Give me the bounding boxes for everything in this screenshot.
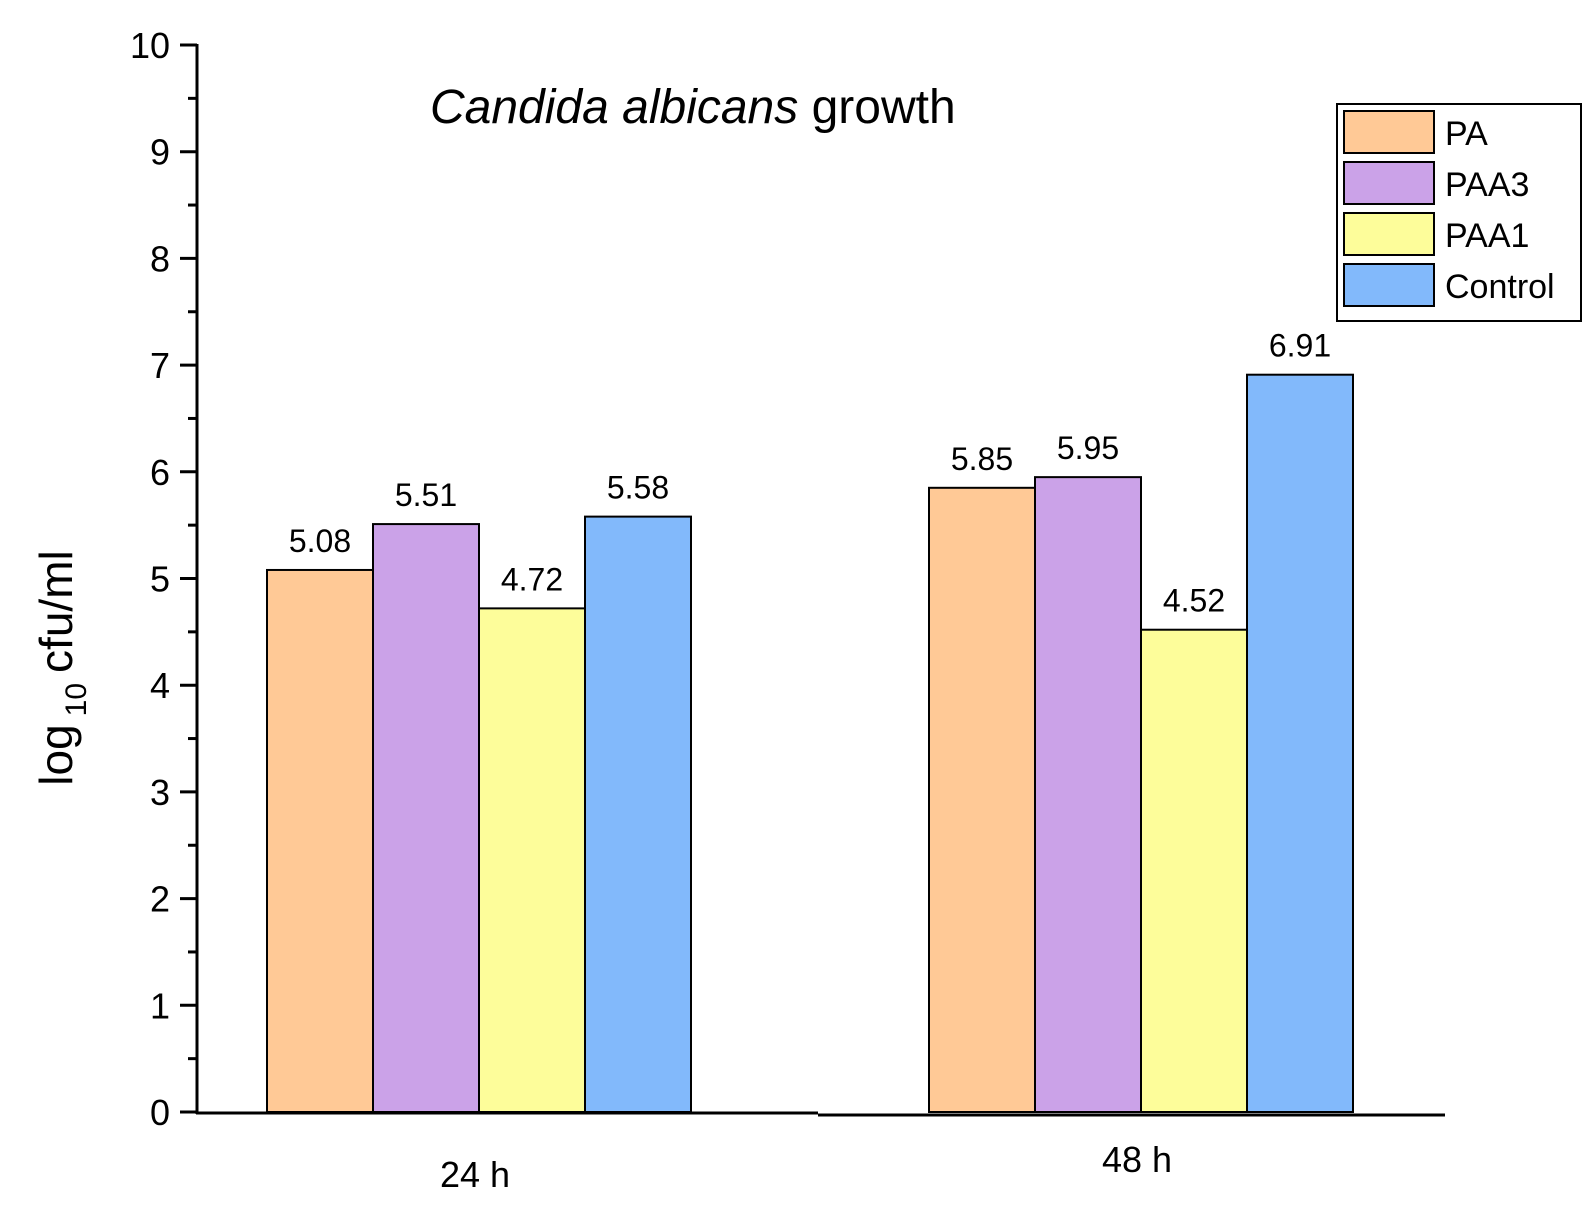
legend-label-paa1: PAA1 bbox=[1445, 217, 1529, 255]
bars bbox=[266, 373, 1354, 1113]
data-label: 5.95 bbox=[1057, 430, 1119, 466]
y-tick-label: 9 bbox=[150, 132, 170, 173]
y-tick-label: 1 bbox=[150, 985, 170, 1026]
y-axis-label: log 10 cfu/ml bbox=[30, 550, 93, 785]
x-category-label: 24 h bbox=[440, 1154, 510, 1195]
data-label: 5.08 bbox=[289, 523, 351, 559]
legend: PA PAA3 PAA1 Control bbox=[1336, 103, 1582, 322]
data-label: 5.58 bbox=[607, 470, 669, 506]
bar-control-48h bbox=[1246, 373, 1354, 1113]
data-label: 5.51 bbox=[395, 477, 457, 513]
data-labels: 5.08 5.51 4.72 5.58 5.85 5.95 4.52 6.91 bbox=[289, 328, 1331, 619]
y-tick-label: 8 bbox=[150, 238, 170, 279]
legend-swatch-control bbox=[1343, 263, 1435, 307]
data-label: 5.85 bbox=[951, 441, 1013, 477]
bar-paa3-48h bbox=[1034, 476, 1142, 1113]
axes: 0 1 2 3 4 5 6 7 8 9 10 24 h 48 h bbox=[130, 25, 1445, 1195]
bar-pa-24h bbox=[266, 568, 374, 1113]
y-tick-label: 3 bbox=[150, 772, 170, 813]
y-axis-label-subscript: 10 bbox=[60, 683, 93, 716]
y-tick-label: 7 bbox=[150, 345, 170, 386]
legend-label-pa: PA bbox=[1445, 115, 1488, 153]
chart-title-rest: growth bbox=[798, 81, 955, 134]
bar-paa1-24h bbox=[478, 607, 586, 1113]
legend-swatch-paa1 bbox=[1343, 212, 1435, 256]
y-tick-label: 6 bbox=[150, 452, 170, 493]
legend-label-paa3: PAA3 bbox=[1445, 166, 1529, 204]
chart-title-italic: Candida albicans bbox=[430, 81, 798, 134]
y-tick-label: 5 bbox=[150, 559, 170, 600]
legend-swatch-pa bbox=[1343, 110, 1435, 154]
y-axis-label-log: log bbox=[30, 724, 82, 785]
y-axis-label-units: cfu/ml bbox=[30, 550, 82, 673]
x-category-label: 48 h bbox=[1102, 1139, 1172, 1180]
legend-label-control: Control bbox=[1445, 268, 1555, 306]
y-tick-label: 0 bbox=[150, 1092, 170, 1133]
bar-pa-48h bbox=[928, 486, 1036, 1113]
y-tick-label: 2 bbox=[150, 879, 170, 920]
data-label: 4.72 bbox=[501, 561, 563, 597]
data-label: 6.91 bbox=[1269, 328, 1331, 364]
bar-paa3-24h bbox=[372, 523, 480, 1113]
bar-control-24h bbox=[584, 515, 692, 1113]
y-tick-label: 10 bbox=[130, 25, 170, 66]
legend-swatch-paa3 bbox=[1343, 161, 1435, 205]
y-tick-label: 4 bbox=[150, 665, 170, 706]
chart-title: Candida albicans growth bbox=[430, 81, 956, 134]
data-label: 4.52 bbox=[1163, 583, 1225, 619]
bar-paa1-48h bbox=[1140, 628, 1248, 1113]
